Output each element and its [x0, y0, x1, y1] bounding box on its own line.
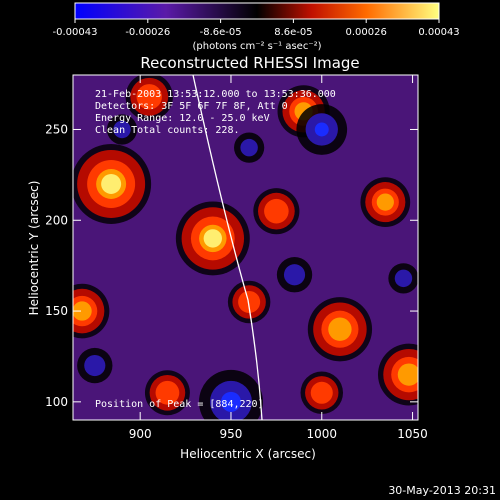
heatmap-source: [276, 257, 313, 293]
heatmap-source: [106, 114, 138, 145]
peak-position-label: Position of Peak = [884,220]: [95, 399, 264, 410]
heatmap-source: [253, 188, 300, 235]
plot-area: 900 950 1000 1050 100 150 200 250 21-Feb-2003 1…: [45, 74, 428, 441]
colorbar-ticks: -0.00043 -0.00026 -8.6e-05 8.6e-05 0.00026 0.…: [53, 19, 460, 38]
colorbar-units-label: (photons cm⁻² s⁻¹ asec⁻²): [192, 41, 321, 52]
annotation-energy-range: Energy Range: 12.0 - 25.0 keV: [95, 113, 270, 124]
colorbar-gradient: [74, 2, 440, 20]
y-axis-label: Heliocentric Y (arcsec): [27, 181, 41, 316]
heatmap-source: [234, 132, 265, 163]
colorbar-tick-label: 0.00026: [346, 27, 387, 38]
annotation-detectors: Detectors: 3F 5F 6F 7F 8F, Att 0: [95, 101, 288, 112]
chart-title: Reconstructed RHESSI Image: [140, 54, 359, 72]
heatmap-source: [388, 263, 418, 294]
heatmap-source: [77, 347, 113, 384]
axes: 900 950 1000 1050 100 150 200 250: [45, 75, 428, 441]
solar-limb-curve: [192, 75, 263, 420]
y-tick-label: 200: [45, 213, 68, 227]
x-axis-label: Heliocentric X (arcsec): [180, 447, 316, 461]
x-tick-label: 900: [129, 427, 152, 441]
y-tick-label: 150: [45, 304, 68, 318]
heatmap-source: [360, 177, 411, 227]
y-tick-label: 250: [45, 122, 68, 136]
heatmap-source: [378, 343, 418, 406]
heatmap-source: [296, 104, 348, 155]
heatmap-source: [73, 143, 152, 224]
heatmap-source: [300, 371, 344, 415]
heatmap-source: [307, 297, 373, 362]
colorbar-tick-label: -8.6e-05: [200, 27, 242, 38]
footer-timestamp: 30-May-2013 20:31: [388, 484, 496, 497]
x-tick-label: 950: [220, 427, 243, 441]
plot-frame: [72, 74, 419, 421]
heatmap-source: [227, 280, 271, 324]
heatmap-source: [144, 370, 190, 416]
heatmap-source: [198, 369, 263, 420]
annotation-block: 21-Feb-2003 13:53:12.000 to 13:53:36.000…: [95, 89, 336, 136]
heatmap-source: [125, 75, 173, 121]
heatmap: [73, 75, 418, 420]
annotation-time-range: 21-Feb-2003 13:53:12.000 to 13:53:36.000: [95, 89, 336, 100]
colorbar-tick-label: 8.6e-05: [274, 27, 312, 38]
colorbar: -0.00043 -0.00026 -8.6e-05 8.6e-05 0.00026 0.…: [53, 2, 460, 52]
y-tick-label: 100: [45, 395, 68, 409]
colorbar-tick-label: 0.00043: [418, 27, 459, 38]
colorbar-tick-label: -0.00043: [53, 27, 98, 38]
x-tick-label: 1000: [306, 427, 337, 441]
colorbar-tick-label: -0.00026: [125, 27, 170, 38]
annotation-clean-counts: Clean Total counts: 228.: [95, 125, 240, 136]
heatmap-source: [73, 283, 110, 339]
x-tick-label: 1050: [397, 427, 428, 441]
heatmap-source: [175, 201, 250, 276]
